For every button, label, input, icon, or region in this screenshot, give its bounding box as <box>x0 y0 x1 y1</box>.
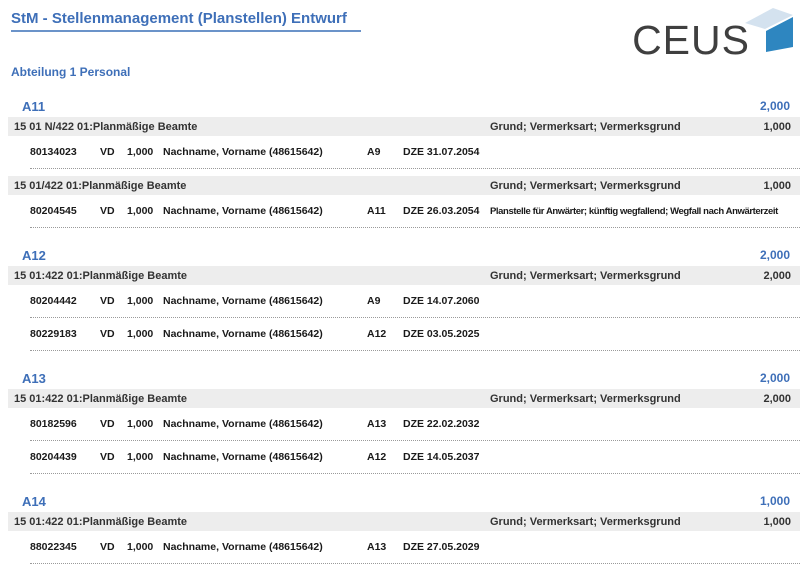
group-band: 15 01 N/422 01:Planmäßige Beamte Grund; … <box>8 117 800 136</box>
cell-type: VD <box>100 541 115 553</box>
grade-header-row: A11 2,000 <box>0 97 800 115</box>
position-group: 15 01/422 01:Planmäßige Beamte Grund; Ve… <box>0 176 800 228</box>
cell-position-id: 80204442 <box>30 295 77 307</box>
cell-dze: DZE 14.07.2060 <box>403 295 480 307</box>
section-total: 2,000 <box>759 248 790 262</box>
cell-grade: A12 <box>367 451 387 463</box>
cell-position-id: 80182596 <box>30 418 77 430</box>
section-grade: A14 <box>22 493 46 509</box>
group-title: 15 01 N/422 01:Planmäßige Beamte <box>14 120 198 133</box>
cell-type: VD <box>100 418 115 430</box>
table-row: 80229183 VD 1,000 Nachname, Vorname (486… <box>30 318 800 351</box>
cell-name: Nachname, Vorname (48615642) <box>163 328 323 340</box>
table-row: 80204442 VD 1,000 Nachname, Vorname (486… <box>30 285 800 318</box>
grund-header: Grund; Vermerksart; Vermerksgrund <box>490 120 681 133</box>
ceus-cube-icon <box>744 6 794 57</box>
cell-position-id: 80134023 <box>30 146 77 158</box>
grade-section-a14: A14 1,000 15 01:422 01:Planmäßige Beamte… <box>0 492 800 564</box>
group-title: 15 01:422 01:Planmäßige Beamte <box>14 269 188 282</box>
position-group: 15 01 N/422 01:Planmäßige Beamte Grund; … <box>0 117 800 169</box>
cell-name: Nachname, Vorname (48615642) <box>163 418 323 430</box>
cell-amount: 1,000 <box>127 146 154 158</box>
cell-amount: 1,000 <box>127 451 154 463</box>
ceus-logo: CEUS <box>632 6 794 63</box>
cell-position-id: 80204439 <box>30 451 77 463</box>
group-band: 15 01:422 01:Planmäßige Beamte Grund; Ve… <box>8 266 800 285</box>
group-total: 2,000 <box>763 392 791 405</box>
position-group: 15 01:422 01:Planmäßige Beamte Grund; Ve… <box>0 389 800 474</box>
cell-grade: A9 <box>367 146 381 158</box>
grade-header-row: A12 2,000 <box>0 246 800 264</box>
cell-dze: DZE 03.05.2025 <box>403 328 480 340</box>
cell-amount: 1,000 <box>127 328 154 340</box>
cell-position-id: 80204545 <box>30 205 77 217</box>
table-row: 80182596 VD 1,000 Nachname, Vorname (486… <box>30 408 800 441</box>
section-grade: A11 <box>22 98 46 114</box>
group-title: 15 01:422 01:Planmäßige Beamte <box>14 515 188 528</box>
page-title: StM - Stellenmanagement (Planstellen) En… <box>11 10 361 32</box>
section-total: 2,000 <box>759 371 790 385</box>
cell-dze: DZE 22.02.2032 <box>403 418 480 430</box>
cell-grade: A11 <box>367 205 386 217</box>
group-total: 2,000 <box>763 269 791 282</box>
cell-note: Planstelle für Anwärter; künftig wegfall… <box>490 205 778 217</box>
cell-dze: DZE 26.03.2054 <box>403 205 480 217</box>
cell-name: Nachname, Vorname (48615642) <box>163 146 323 158</box>
cell-amount: 1,000 <box>127 541 154 553</box>
grade-section-a12: A12 2,000 15 01:422 01:Planmäßige Beamte… <box>0 246 800 351</box>
cell-dze: DZE 14.05.2037 <box>403 451 480 463</box>
cell-grade: A13 <box>367 418 387 430</box>
cell-type: VD <box>100 328 115 340</box>
group-band: 15 01:422 01:Planmäßige Beamte Grund; Ve… <box>8 512 800 531</box>
group-band: 15 01/422 01:Planmäßige Beamte Grund; Ve… <box>8 176 800 195</box>
cell-name: Nachname, Vorname (48615642) <box>163 205 323 217</box>
cell-amount: 1,000 <box>127 295 154 307</box>
cell-grade: A13 <box>367 541 387 553</box>
group-title: 15 01/422 01:Planmäßige Beamte <box>14 179 187 192</box>
grund-header: Grund; Vermerksart; Vermerksgrund <box>490 269 681 282</box>
grund-header: Grund; Vermerksart; Vermerksgrund <box>490 179 681 192</box>
section-grade: A12 <box>22 247 46 263</box>
grund-header: Grund; Vermerksart; Vermerksgrund <box>490 515 681 528</box>
cell-position-id: 88022345 <box>30 541 77 553</box>
cell-name: Nachname, Vorname (48615642) <box>163 295 323 307</box>
table-row: 80204439 VD 1,000 Nachname, Vorname (486… <box>30 441 800 474</box>
cell-amount: 1,000 <box>127 205 154 217</box>
grade-section-a13: A13 2,000 15 01:422 01:Planmäßige Beamte… <box>0 369 800 474</box>
cell-position-id: 80229183 <box>30 328 77 340</box>
grade-header-row: A14 1,000 <box>0 492 800 510</box>
group-title: 15 01:422 01:Planmäßige Beamte <box>14 392 188 405</box>
position-group: 15 01:422 01:Planmäßige Beamte Grund; Ve… <box>0 266 800 351</box>
grade-header-row: A13 2,000 <box>0 369 800 387</box>
section-total: 1,000 <box>759 494 790 508</box>
ceus-logo-text: CEUS <box>632 17 750 63</box>
table-row: 88022345 VD 1,000 Nachname, Vorname (486… <box>30 531 800 564</box>
cell-dze: DZE 31.07.2054 <box>403 146 480 158</box>
cell-dze: DZE 27.05.2029 <box>403 541 480 553</box>
section-total: 2,000 <box>759 99 790 113</box>
grade-section-a11: A11 2,000 15 01 N/422 01:Planmäßige Beam… <box>0 97 800 228</box>
position-group: 15 01:422 01:Planmäßige Beamte Grund; Ve… <box>0 512 800 564</box>
cell-amount: 1,000 <box>127 418 154 430</box>
cell-type: VD <box>100 451 115 463</box>
cell-type: VD <box>100 146 115 158</box>
group-band: 15 01:422 01:Planmäßige Beamte Grund; Ve… <box>8 389 800 408</box>
group-total: 1,000 <box>763 179 791 192</box>
group-total: 1,000 <box>763 120 791 133</box>
cell-name: Nachname, Vorname (48615642) <box>163 451 323 463</box>
table-row: 80204545 VD 1,000 Nachname, Vorname (486… <box>30 195 800 228</box>
cell-type: VD <box>100 295 115 307</box>
group-total: 1,000 <box>763 515 791 528</box>
cell-name: Nachname, Vorname (48615642) <box>163 541 323 553</box>
cell-grade: A9 <box>367 295 381 307</box>
section-grade: A13 <box>22 370 46 386</box>
cell-grade: A12 <box>367 328 387 340</box>
grund-header: Grund; Vermerksart; Vermerksgrund <box>490 392 681 405</box>
department-title: Abteilung 1 Personal <box>11 65 131 79</box>
cell-type: VD <box>100 205 115 217</box>
table-row: 80134023 VD 1,000 Nachname, Vorname (486… <box>30 136 800 169</box>
